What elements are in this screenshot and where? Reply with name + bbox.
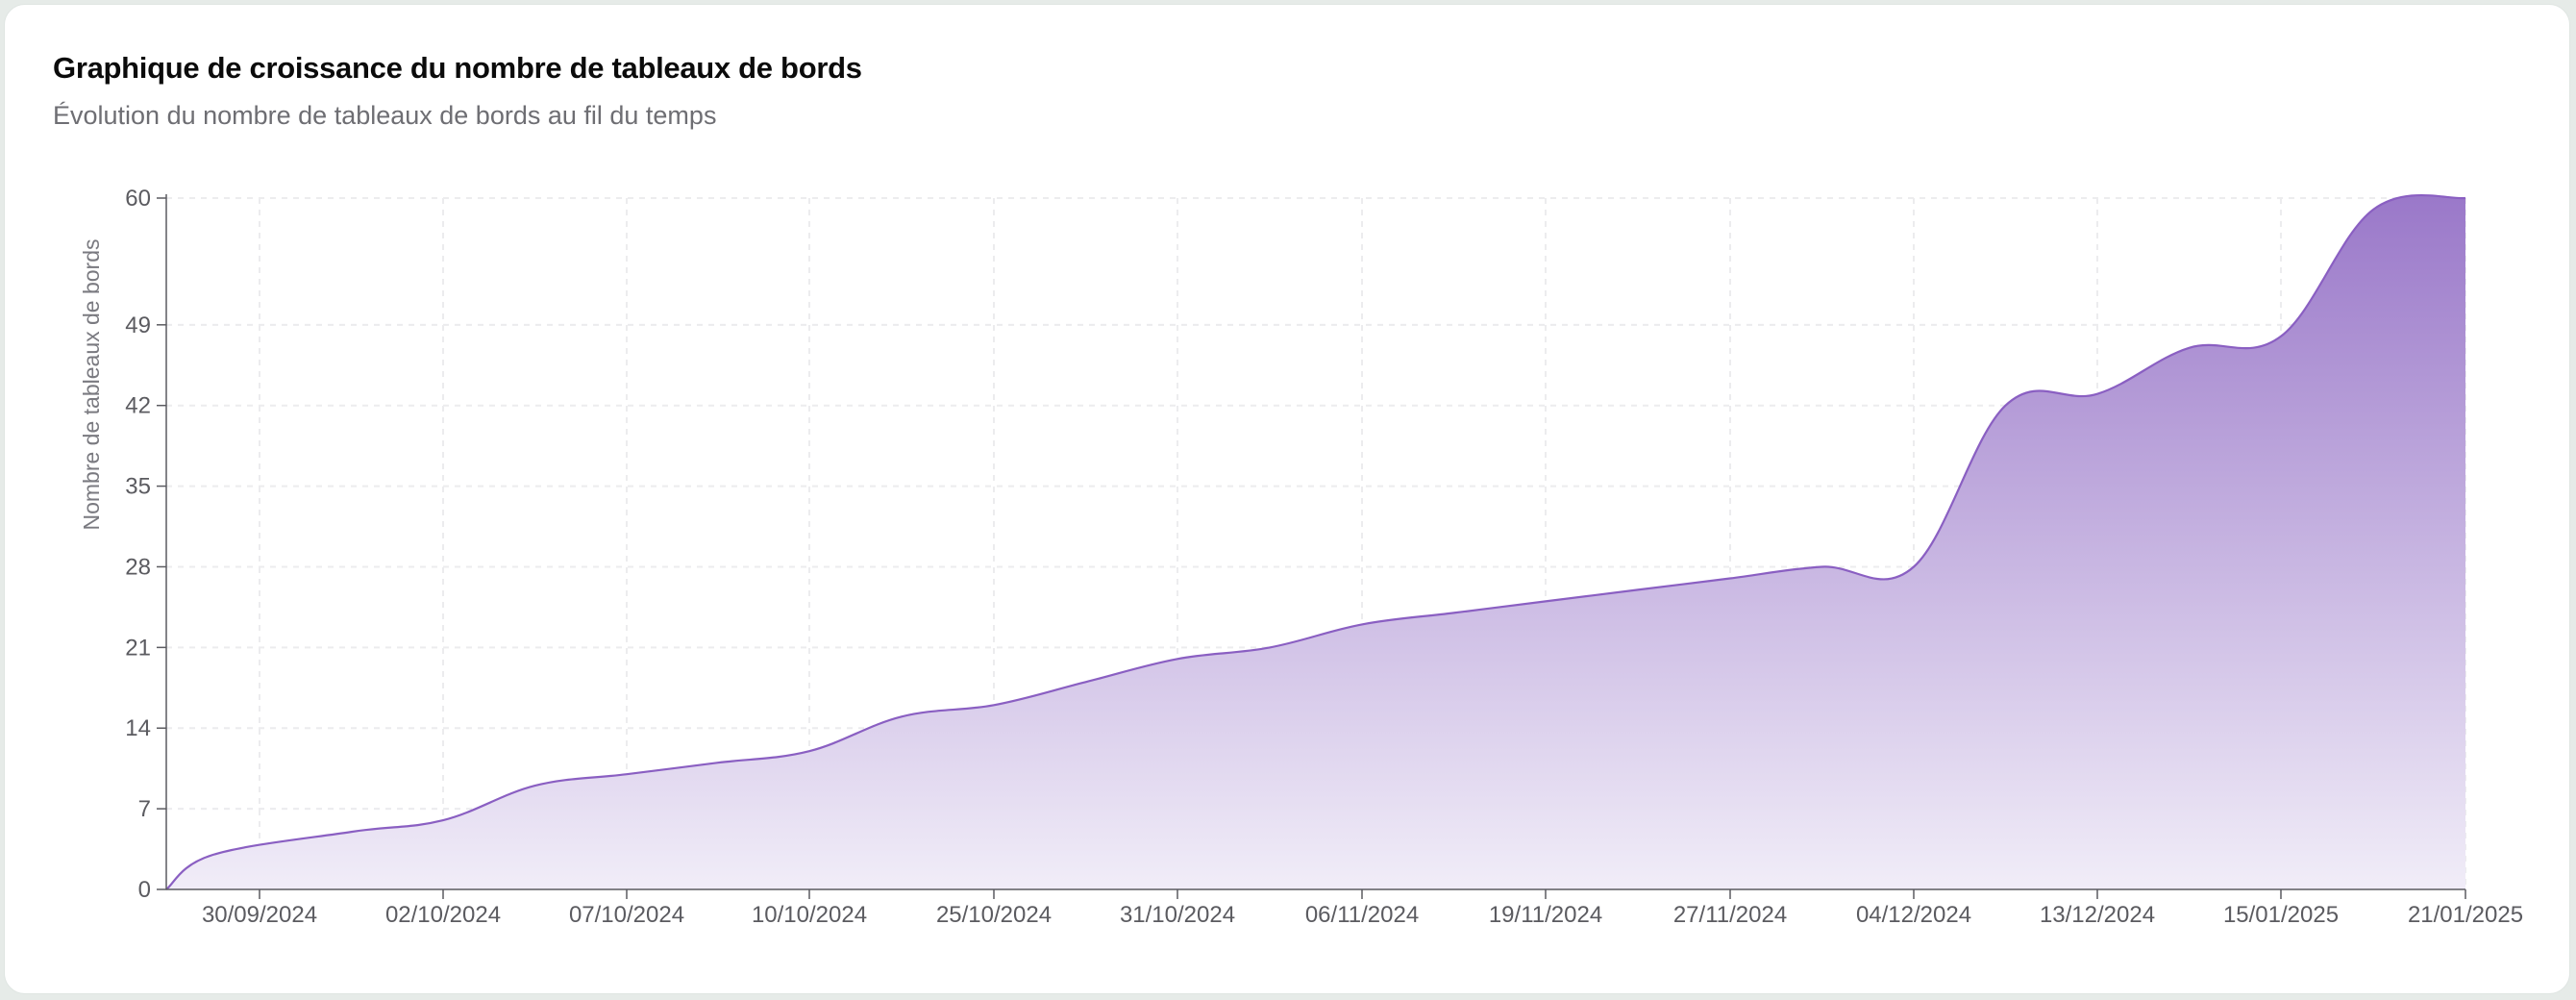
- x-tick-label: 27/11/2024: [1673, 902, 1787, 928]
- chart-subtitle: Évolution du nombre de tableaux de bords…: [53, 101, 717, 130]
- x-tick-label: 15/01/2025: [2223, 902, 2339, 928]
- y-axis-title: Nombre de tableaux de bords: [79, 238, 104, 530]
- y-tick-label: 21: [125, 635, 151, 661]
- x-tick-label: 13/12/2024: [2040, 902, 2155, 928]
- x-tick-label: 30/09/2024: [202, 902, 317, 928]
- x-tick-label: 02/10/2024: [385, 902, 501, 928]
- y-tick-label: 14: [125, 715, 151, 741]
- area-fill: [166, 195, 2465, 889]
- chart-title: Graphique de croissance du nombre de tab…: [53, 51, 862, 85]
- x-tick-label: 31/10/2024: [1120, 902, 1235, 928]
- y-tick-label: 7: [138, 796, 151, 822]
- x-tick-label: 21/01/2025: [2408, 902, 2523, 928]
- y-tick-label: 28: [125, 554, 151, 580]
- plot-area: [165, 193, 2466, 890]
- y-tick-label: 42: [125, 393, 151, 419]
- y-tick-label: 35: [125, 474, 151, 500]
- x-tick-label: 19/11/2024: [1489, 902, 1602, 928]
- y-tick-label: 49: [125, 312, 151, 338]
- x-tick-label: 10/10/2024: [752, 902, 867, 928]
- y-tick-label: 0: [138, 877, 151, 903]
- x-tick-label: 04/12/2024: [1856, 902, 1971, 928]
- x-tick-label: 06/11/2024: [1305, 902, 1419, 928]
- axes: 0 7 14 21 28 35 42 49 60 30/09/2024 02/10/2024 07/1…: [125, 186, 2523, 928]
- x-tick-label: 25/10/2024: [936, 902, 1052, 928]
- x-tick-label: 07/10/2024: [569, 902, 684, 928]
- series-line: [165, 193, 2466, 890]
- y-tick-label: 60: [125, 186, 151, 212]
